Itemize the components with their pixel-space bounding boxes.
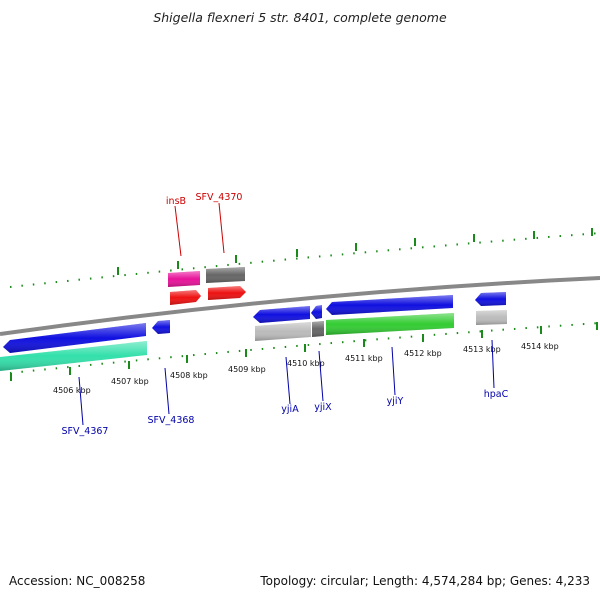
scale-label: 4510 kbp [287,359,325,368]
label-leader-lines [78,202,495,426]
gene-label-sfv4368: SFV_4368 [148,415,195,426]
scale-label: 4513 kbp [463,345,501,354]
scale-label: 4506 kbp [53,386,91,395]
scale-label: 4511 kbp [345,354,383,363]
gene-label-hpaC: hpaC [484,389,509,400]
gene-label-yjiY: yjiY [387,396,404,407]
forward-strand-features [0,292,507,371]
lower-tick-track [9,322,600,374]
accession-text: Accession: NC_008258 [9,574,146,588]
scale-label: 4508 kbp [170,371,208,380]
upper-tick-track [9,232,600,288]
scale-labels: 4506 kbp 4507 kbp 4508 kbp 4509 kbp 4510… [53,342,559,395]
scale-label: 4507 kbp [111,377,149,386]
genome-backbone [0,276,600,336]
scale-label: 4512 kbp [404,349,442,358]
gene-label-yjiA: yjiA [281,404,299,415]
genome-summary-text: Topology: circular; Length: 4,574,284 bp… [260,574,590,588]
gene-label-insB: insB [166,196,186,207]
scale-label: 4509 kbp [228,365,266,374]
gene-label-sfv4367: SFV_4367 [62,426,109,437]
gene-labels: insB SFV_4370 SFV_4367 SFV_4368 yjiA yji… [62,192,509,437]
lower-major-ticks [10,322,598,381]
gene-label-sfv4370: SFV_4370 [196,192,243,203]
scale-label: 4514 kbp [521,342,559,351]
map-title: Shigella flexneri 5 str. 8401, complete … [153,10,447,25]
reverse-strand-features [168,267,246,305]
upper-major-ticks [117,228,593,275]
gene-label-yjiX: yjiX [314,402,332,413]
